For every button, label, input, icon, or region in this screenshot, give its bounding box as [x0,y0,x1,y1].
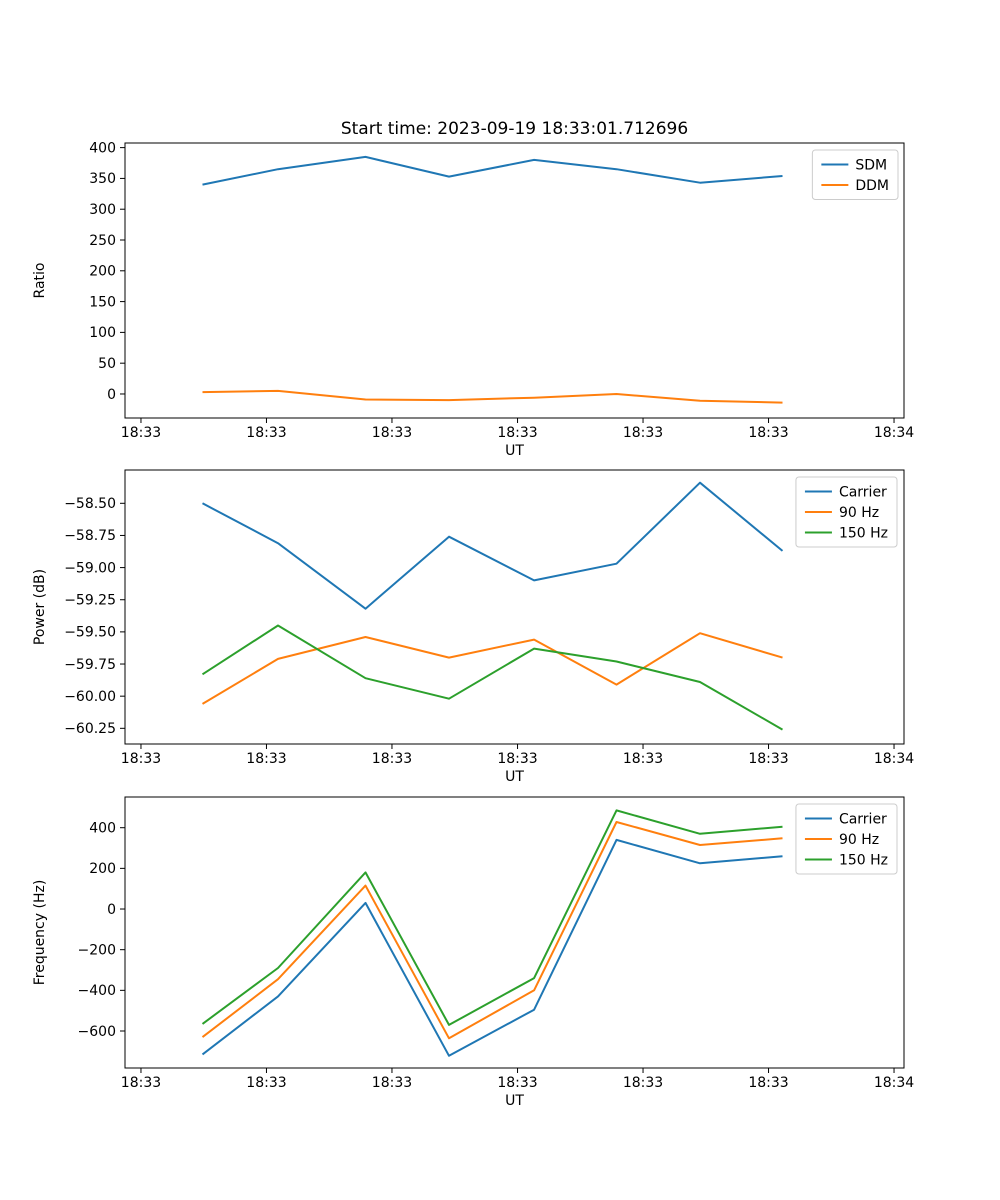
plot-3-background [125,797,904,1068]
plot-3-x-tick-label: 18:33 [497,1075,537,1091]
plot-1-x-tick-label: 18:33 [623,425,663,441]
plot-3-y-tick-label: −600 [78,1024,116,1040]
plot-3-series-carrier-line [201,838,783,1057]
plot-1-y-tick-label: 250 [89,233,116,249]
plot-1-x-tick-label: 18:33 [121,425,161,441]
plot-2-y-tick-label: −60.25 [64,721,116,737]
plot-1-y-tick-label: 400 [89,140,116,156]
plot-2-series-90-hz-line [201,632,783,705]
plot-2-legend-label-carrier: Carrier [839,485,887,501]
plot-1-x-tick-label: 18:33 [497,425,537,441]
plot-3-series-90-hz-line [201,821,783,1040]
plot-1-legend-box [811,149,899,200]
plot-1-legend: SDM DDM [811,149,899,200]
plot-3-y-tick-label: 0 [107,902,116,918]
plot-3: 400 200 0 −200 −400 −600 18:33 18:33 18:33 18:33 1… [32,796,914,1109]
plot-1-x-tick-label: 18:33 [748,425,788,441]
plot-1-axes-spines [124,142,905,419]
plot-3-ylabel: Frequency (Hz) [32,880,48,986]
plot-1-legend-label-ddm: DDM [855,178,889,194]
plot-2-background [125,470,904,744]
plot-3-legend-box [795,803,898,875]
plot-2-y-tick-label: −58.50 [64,496,116,512]
plot-1-y-tick-label: 350 [89,171,116,187]
plot-2: −58.50 −58.75 −59.00 −59.25 −59.50 −59.75 −60.… [32,469,914,785]
plot-1-x-tick-label: 18:34 [874,425,914,441]
plot-2-x-tick-label: 18:33 [121,751,161,767]
plot-3-legend-label-150-hz: 150 Hz [839,853,888,869]
plot-3-y-tick-label: 400 [89,820,116,836]
plot-2-x-tick-label: 18:33 [497,751,537,767]
plot-2-y-tick-label: −60.00 [64,689,116,705]
plot-2-ylabel: Power (dB) [32,569,48,645]
plot-1-y-tick-label: 100 [89,325,116,341]
figure-title: Start time: 2023-09-19 18:33:01.712696 [340,119,689,139]
plot-1-y-tick-label: 300 [89,202,116,218]
plot-1-y-tick-label: 200 [89,264,116,280]
plot-1-xlabel: UT [505,443,524,459]
plot-3-axes-spines [124,796,905,1069]
plot-1-x-tick-label: 18:33 [372,425,412,441]
plot-3-xlabel: UT [505,1093,524,1109]
plot-3-series-150-hz-line [201,809,783,1026]
plot-2-series-carrier-line [202,481,784,610]
plot-3-x-tick-label: 18:33 [121,1075,161,1091]
plot-2-x-tick-label: 18:33 [246,751,286,767]
plot-3-y-tick-label: 200 [89,861,116,877]
plot-2-x-tick-label: 18:33 [372,751,412,767]
plot-2-legend-label-90-hz: 90 Hz [839,505,879,521]
plot-3-y-tick-label: −200 [78,942,116,958]
plot-2-legend-box [795,476,898,548]
plot-2-legend: Carrier 90 Hz 150 Hz [795,476,898,548]
plot-2-x-tick-label: 18:33 [748,751,788,767]
plot-3-x-tick-label: 18:33 [748,1075,788,1091]
plot-2-xlabel: UT [505,769,524,785]
plot-3-legend-label-carrier: Carrier [839,812,887,828]
plot-3-x-tick-label: 18:34 [874,1075,914,1091]
plot-2-y-tick-label: −59.25 [64,593,116,609]
plot-2-series-150-hz-line [201,624,783,731]
plot-1-x-tick-label: 18:33 [246,425,286,441]
plot-2-axes-spines [124,469,905,745]
plot-3-x-tick-label: 18:33 [372,1075,412,1091]
plot-3-x-tick-label: 18:33 [246,1075,286,1091]
plot-1-series-sdm-line [202,155,783,186]
plot-2-y-tick-label: −59.00 [64,560,116,576]
plot-2-x-tick-label: 18:33 [623,751,663,767]
plot-1: 0 50 100 150 200 250 300 350 400 18:33 18:33 18:33 1… [32,140,914,459]
plot-2-legend-label-150-hz: 150 Hz [839,526,888,542]
plot-2-x-tick-label: 18:34 [874,751,914,767]
plot-1-legend-label-sdm: SDM [855,158,887,174]
plot-2-y-tick-label: −59.75 [64,657,116,673]
plot-1-ylabel: Ratio [32,263,48,299]
plot-1-y-tick-label: 150 [89,294,116,310]
plot-1-y-tick-label: 0 [107,387,116,403]
plot-1-y-tick-label: 50 [98,356,116,372]
plot-1-series-ddm-line [202,389,783,404]
plot-3-legend: Carrier 90 Hz 150 Hz [795,803,898,875]
plot-1-background [125,143,904,418]
plot-2-y-tick-label: −59.50 [64,625,116,641]
plot-3-legend-label-90-hz: 90 Hz [839,832,879,848]
plot-3-y-tick-label: −400 [78,983,116,999]
plot-3-x-tick-label: 18:33 [623,1075,663,1091]
plot-2-y-tick-label: −58.75 [64,528,116,544]
